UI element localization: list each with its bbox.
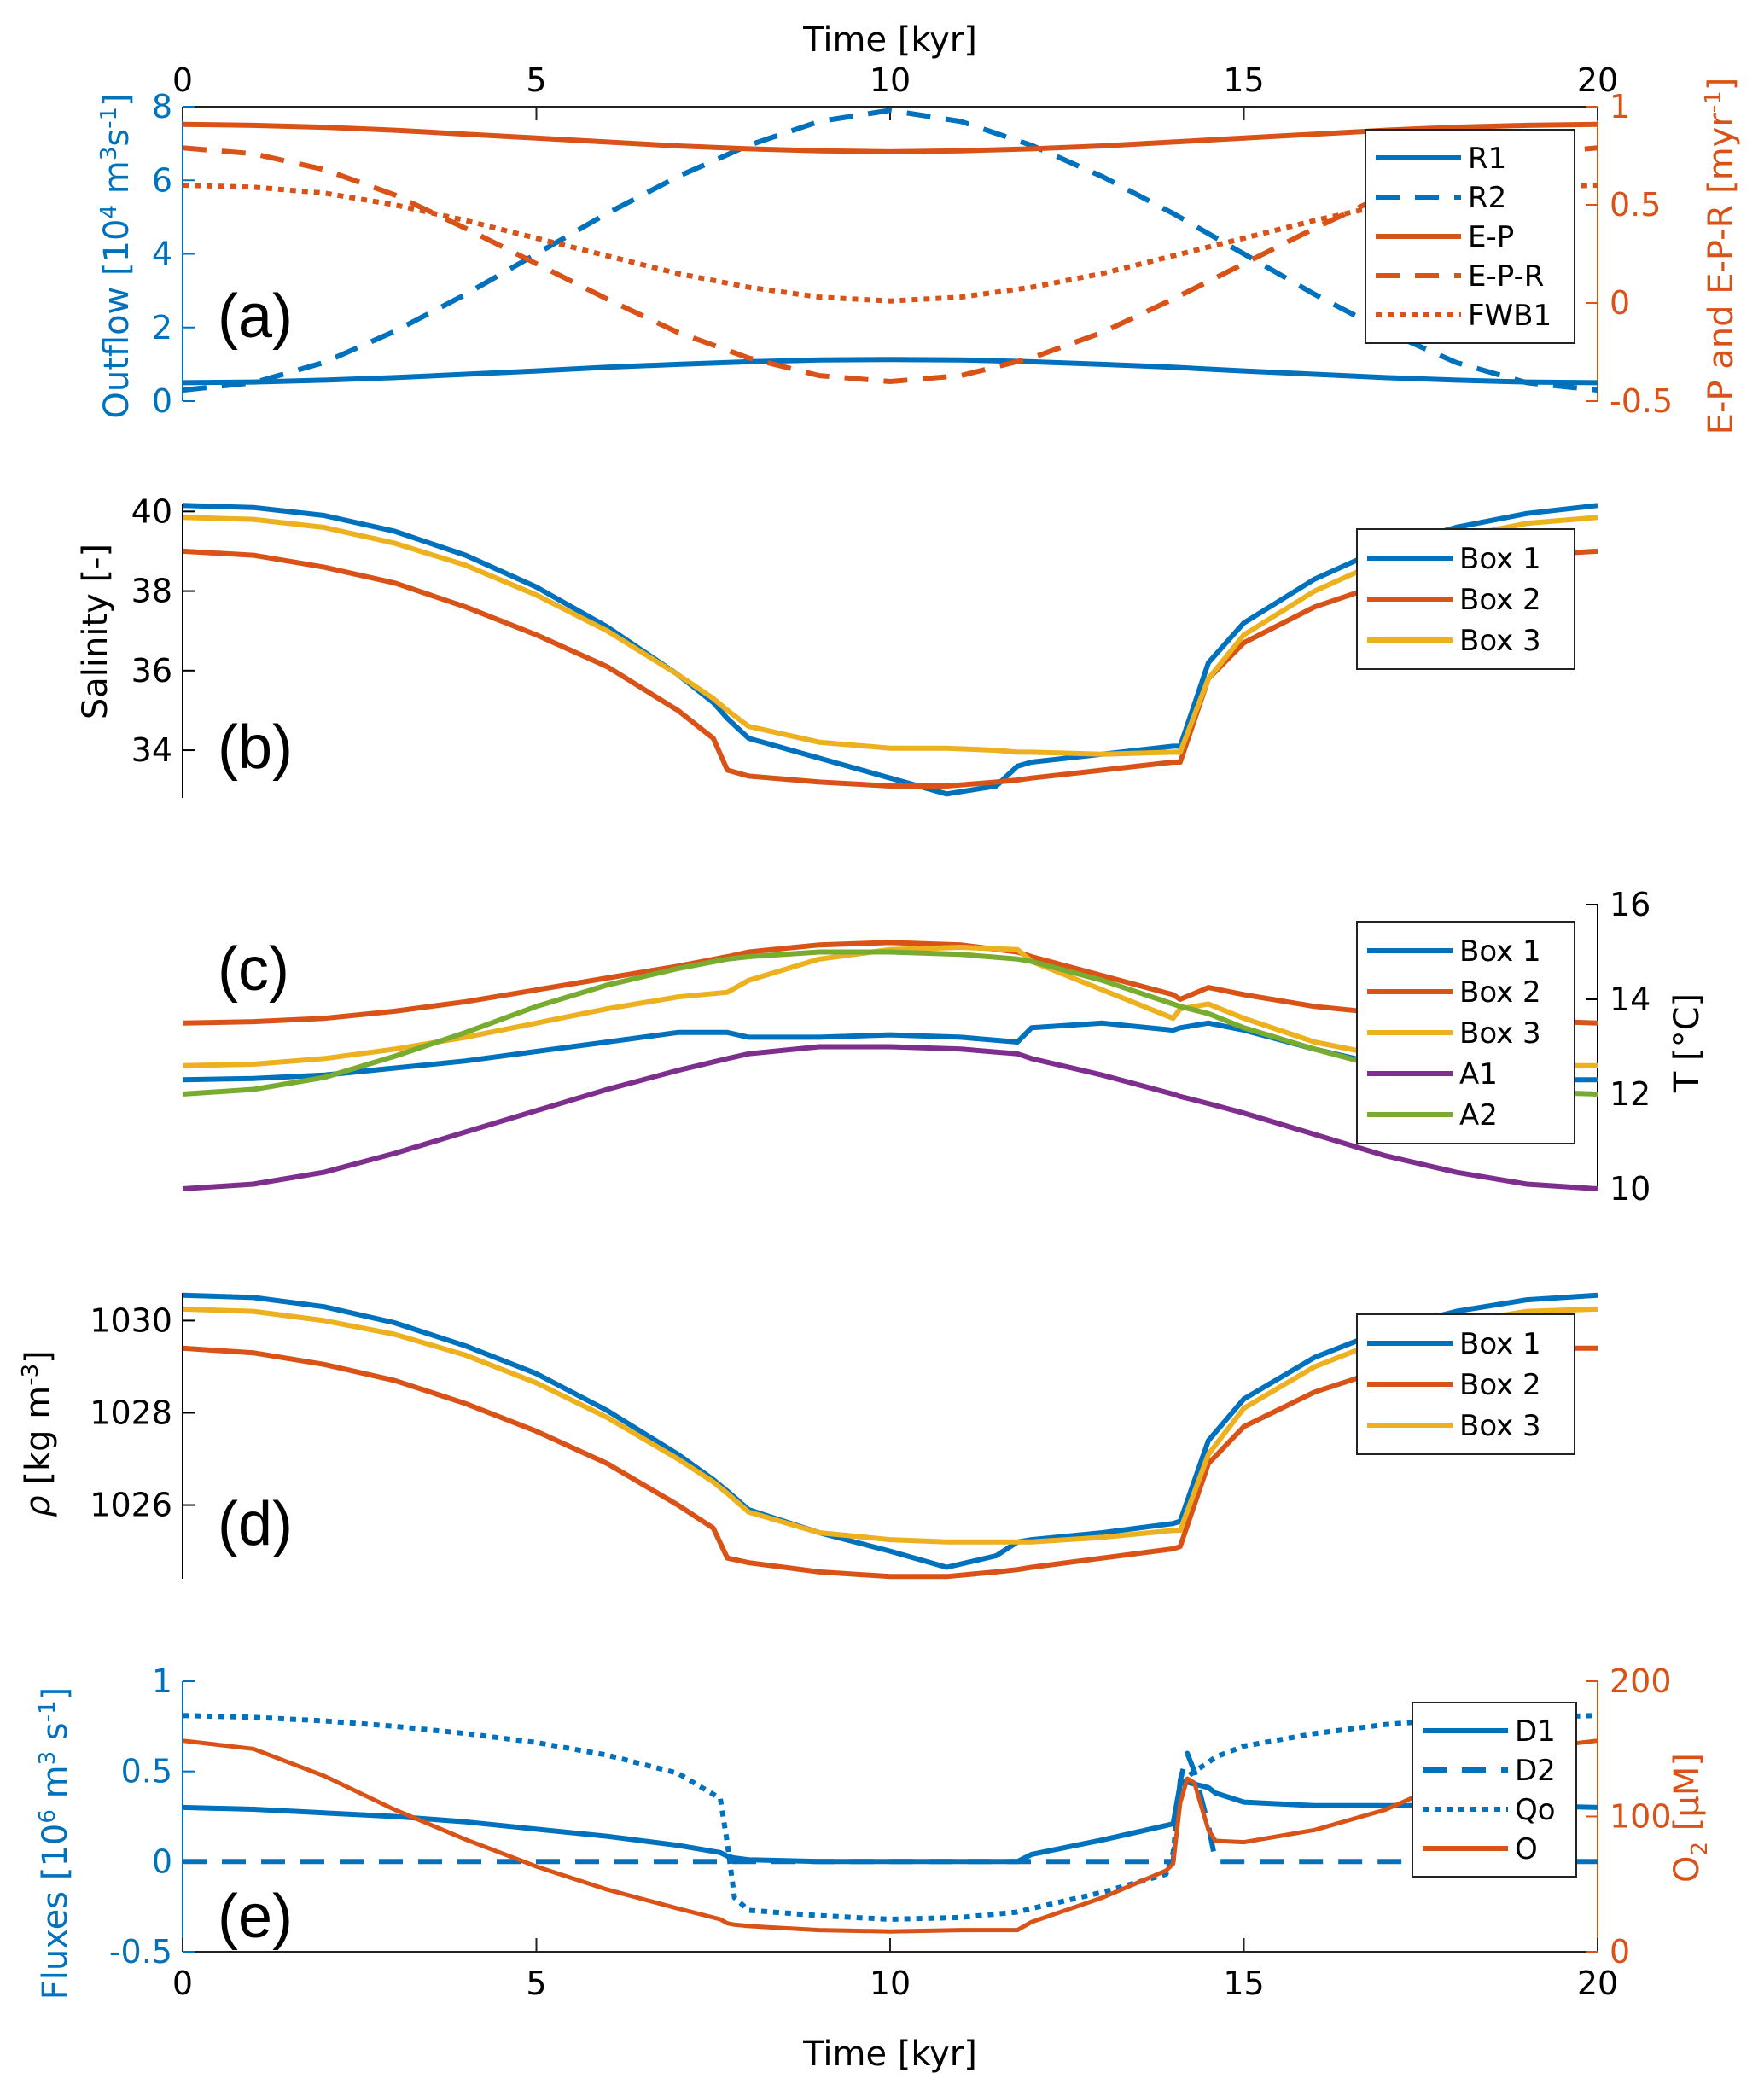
y-right-tick-label: 14 bbox=[1610, 981, 1650, 1018]
x-tick-label: 0 bbox=[172, 61, 193, 99]
legend-entry-a1: A1 bbox=[1459, 1057, 1498, 1092]
legend-entry-r2: R2 bbox=[1468, 181, 1506, 215]
y-left-tick-label: 6 bbox=[152, 161, 172, 199]
x-tick-label: 15 bbox=[1223, 61, 1264, 99]
y-right-tick-label: 12 bbox=[1610, 1075, 1650, 1113]
legend-entry-box-2: Box 2 bbox=[1459, 975, 1541, 1010]
series-line-d1 bbox=[182, 1779, 1598, 1865]
legend-entry-box-1: Box 1 bbox=[1459, 542, 1541, 576]
panel-label: (e) bbox=[218, 1883, 293, 1951]
panel-label: (b) bbox=[218, 713, 293, 782]
panel-b: 34 36 38 40 (b) Box 1 Box 2 Box 3 bbox=[131, 492, 1598, 798]
x-tick-label: 5 bbox=[526, 61, 546, 99]
panel-d-left-axis-title: ρ [kg m-3] bbox=[18, 1350, 58, 1517]
legend-entry-box-2: Box 2 bbox=[1459, 583, 1541, 617]
series-line-o bbox=[182, 1738, 1598, 1934]
legend-entry-r1: R1 bbox=[1468, 142, 1506, 176]
legend-entry-d2: D2 bbox=[1515, 1754, 1556, 1788]
x-tick-label: 10 bbox=[870, 61, 911, 99]
x-tick-label: 10 bbox=[870, 1965, 911, 2002]
legend-entry-box-3: Box 3 bbox=[1459, 624, 1541, 658]
y-left-tick-label: 1028 bbox=[90, 1394, 172, 1431]
series-line-r2 bbox=[182, 108, 1598, 393]
series-line-qo bbox=[182, 1713, 1598, 1922]
panel-label: (a) bbox=[218, 282, 293, 351]
y-left-tick-label: 1030 bbox=[90, 1301, 172, 1339]
panel-d: 1026 1028 1030 (d) Box 1 Box 2 Box 3 bbox=[90, 1292, 1598, 1580]
legend-entry-a2: A2 bbox=[1459, 1098, 1498, 1132]
y-left-tick-label: 1026 bbox=[90, 1487, 172, 1524]
panel-label: (c) bbox=[218, 935, 289, 1004]
y-left-tick-label: -0.5 bbox=[109, 1933, 172, 1971]
y-right-tick-label: 0.5 bbox=[1610, 186, 1661, 224]
y-left-tick-label: 34 bbox=[131, 731, 172, 769]
series-line-a2 bbox=[182, 949, 1598, 1097]
y-left-tick-label: 4 bbox=[152, 236, 172, 273]
panel-c-right-axis-title: T [°C] bbox=[1668, 993, 1707, 1093]
series-line-r1 bbox=[182, 357, 1598, 386]
series-line-box-1 bbox=[182, 1292, 1598, 1570]
y-left-tick-label: 40 bbox=[131, 492, 172, 530]
series-line-box-3 bbox=[182, 945, 1598, 1068]
y-left-tick-label: 1 bbox=[152, 1662, 172, 1700]
legend-entry-box-1: Box 1 bbox=[1459, 934, 1541, 969]
panel-e-right-axis-title: O2 [μM] bbox=[1668, 1753, 1713, 1883]
legend-entry-e-p-r: E-P-R bbox=[1468, 259, 1544, 294]
legend-entry-box-3: Box 3 bbox=[1459, 1016, 1541, 1051]
y-right-tick-label: -0.5 bbox=[1610, 382, 1673, 420]
series-line-a1 bbox=[182, 1044, 1598, 1191]
series-line-box-2 bbox=[182, 1345, 1598, 1580]
series-line-e-p-r bbox=[182, 145, 1598, 384]
x-tick-label: 20 bbox=[1577, 61, 1618, 99]
plots-layer: 0 5 10 15 2002468-0.500.51(a)R1R2E-PE-P-RFWB… bbox=[90, 61, 1673, 2002]
x-tick-label: 5 bbox=[526, 1965, 546, 2002]
series-line-fwb1 bbox=[182, 183, 1598, 304]
legend-entry-box-2: Box 2 bbox=[1459, 1368, 1541, 1402]
y-left-tick-label: 0 bbox=[152, 1843, 172, 1880]
legend-entry-fwb1: FWB1 bbox=[1468, 299, 1552, 333]
y-left-tick-label: 36 bbox=[131, 652, 172, 690]
y-right-tick-label: 0 bbox=[1610, 1933, 1630, 1971]
top-x-axis-title: Time [kyr] bbox=[802, 20, 977, 60]
panel-b-left-axis-title: Salinity [-] bbox=[76, 544, 115, 719]
series-line-d2 bbox=[183, 1750, 1598, 1865]
y-left-tick-label: 8 bbox=[152, 88, 172, 125]
legend-entry-qo: Qo bbox=[1515, 1793, 1556, 1827]
x-tick-label: 15 bbox=[1223, 1965, 1264, 2002]
y-right-tick-label: 10 bbox=[1610, 1170, 1650, 1208]
panel-a: 0 5 10 15 20 0 2 4 6 8 -0.5 0 0.5 1 (a) R1 R2 E-P E-P-R FWB… bbox=[152, 61, 1673, 420]
series-line-box-1 bbox=[182, 503, 1598, 797]
x-tick-label: 20 bbox=[1577, 1965, 1618, 2002]
x-tick-label: 0 bbox=[172, 1965, 193, 2002]
y-right-tick-label: 0 bbox=[1610, 284, 1630, 322]
series-line-box-3 bbox=[182, 515, 1598, 757]
panel-a-right-axis-title: E-P and E-P-R [myr-1] bbox=[1701, 78, 1741, 435]
panel-label: (d) bbox=[218, 1490, 293, 1558]
legend-entry-e-p: E-P bbox=[1468, 220, 1514, 254]
panel-c: 10 12 14 16 (c) Box 1 Box 2 Box 3 A1 A2 bbox=[182, 886, 1650, 1208]
y-left-tick-label: 0 bbox=[152, 382, 172, 420]
y-left-tick-label: 0.5 bbox=[121, 1753, 172, 1790]
legend-entry-box-3: Box 3 bbox=[1459, 1409, 1541, 1443]
series-line-box-2 bbox=[182, 548, 1598, 789]
panel-e-left-axis-title: Fluxes [106 m3 s-1] bbox=[35, 1687, 75, 2000]
series-line-box-3 bbox=[182, 1306, 1598, 1545]
y-right-tick-label: 200 bbox=[1610, 1662, 1672, 1700]
legend-entry-d1: D1 bbox=[1515, 1714, 1556, 1749]
y-left-tick-label: 38 bbox=[131, 573, 172, 610]
legend-entry-o: O bbox=[1515, 1832, 1538, 1866]
bottom-x-axis-title: Time [kyr] bbox=[802, 2035, 977, 2074]
y-right-tick-label: 100 bbox=[1610, 1798, 1672, 1836]
legend-entry-box-1: Box 1 bbox=[1459, 1327, 1541, 1361]
series-line-e-p bbox=[182, 121, 1598, 154]
y-left-tick-label: 2 bbox=[152, 309, 172, 346]
y-right-tick-label: 1 bbox=[1610, 88, 1630, 125]
panel-a-left-axis-title: Outflow [104 m3s-1] bbox=[96, 93, 137, 418]
y-right-tick-label: 16 bbox=[1610, 886, 1650, 923]
